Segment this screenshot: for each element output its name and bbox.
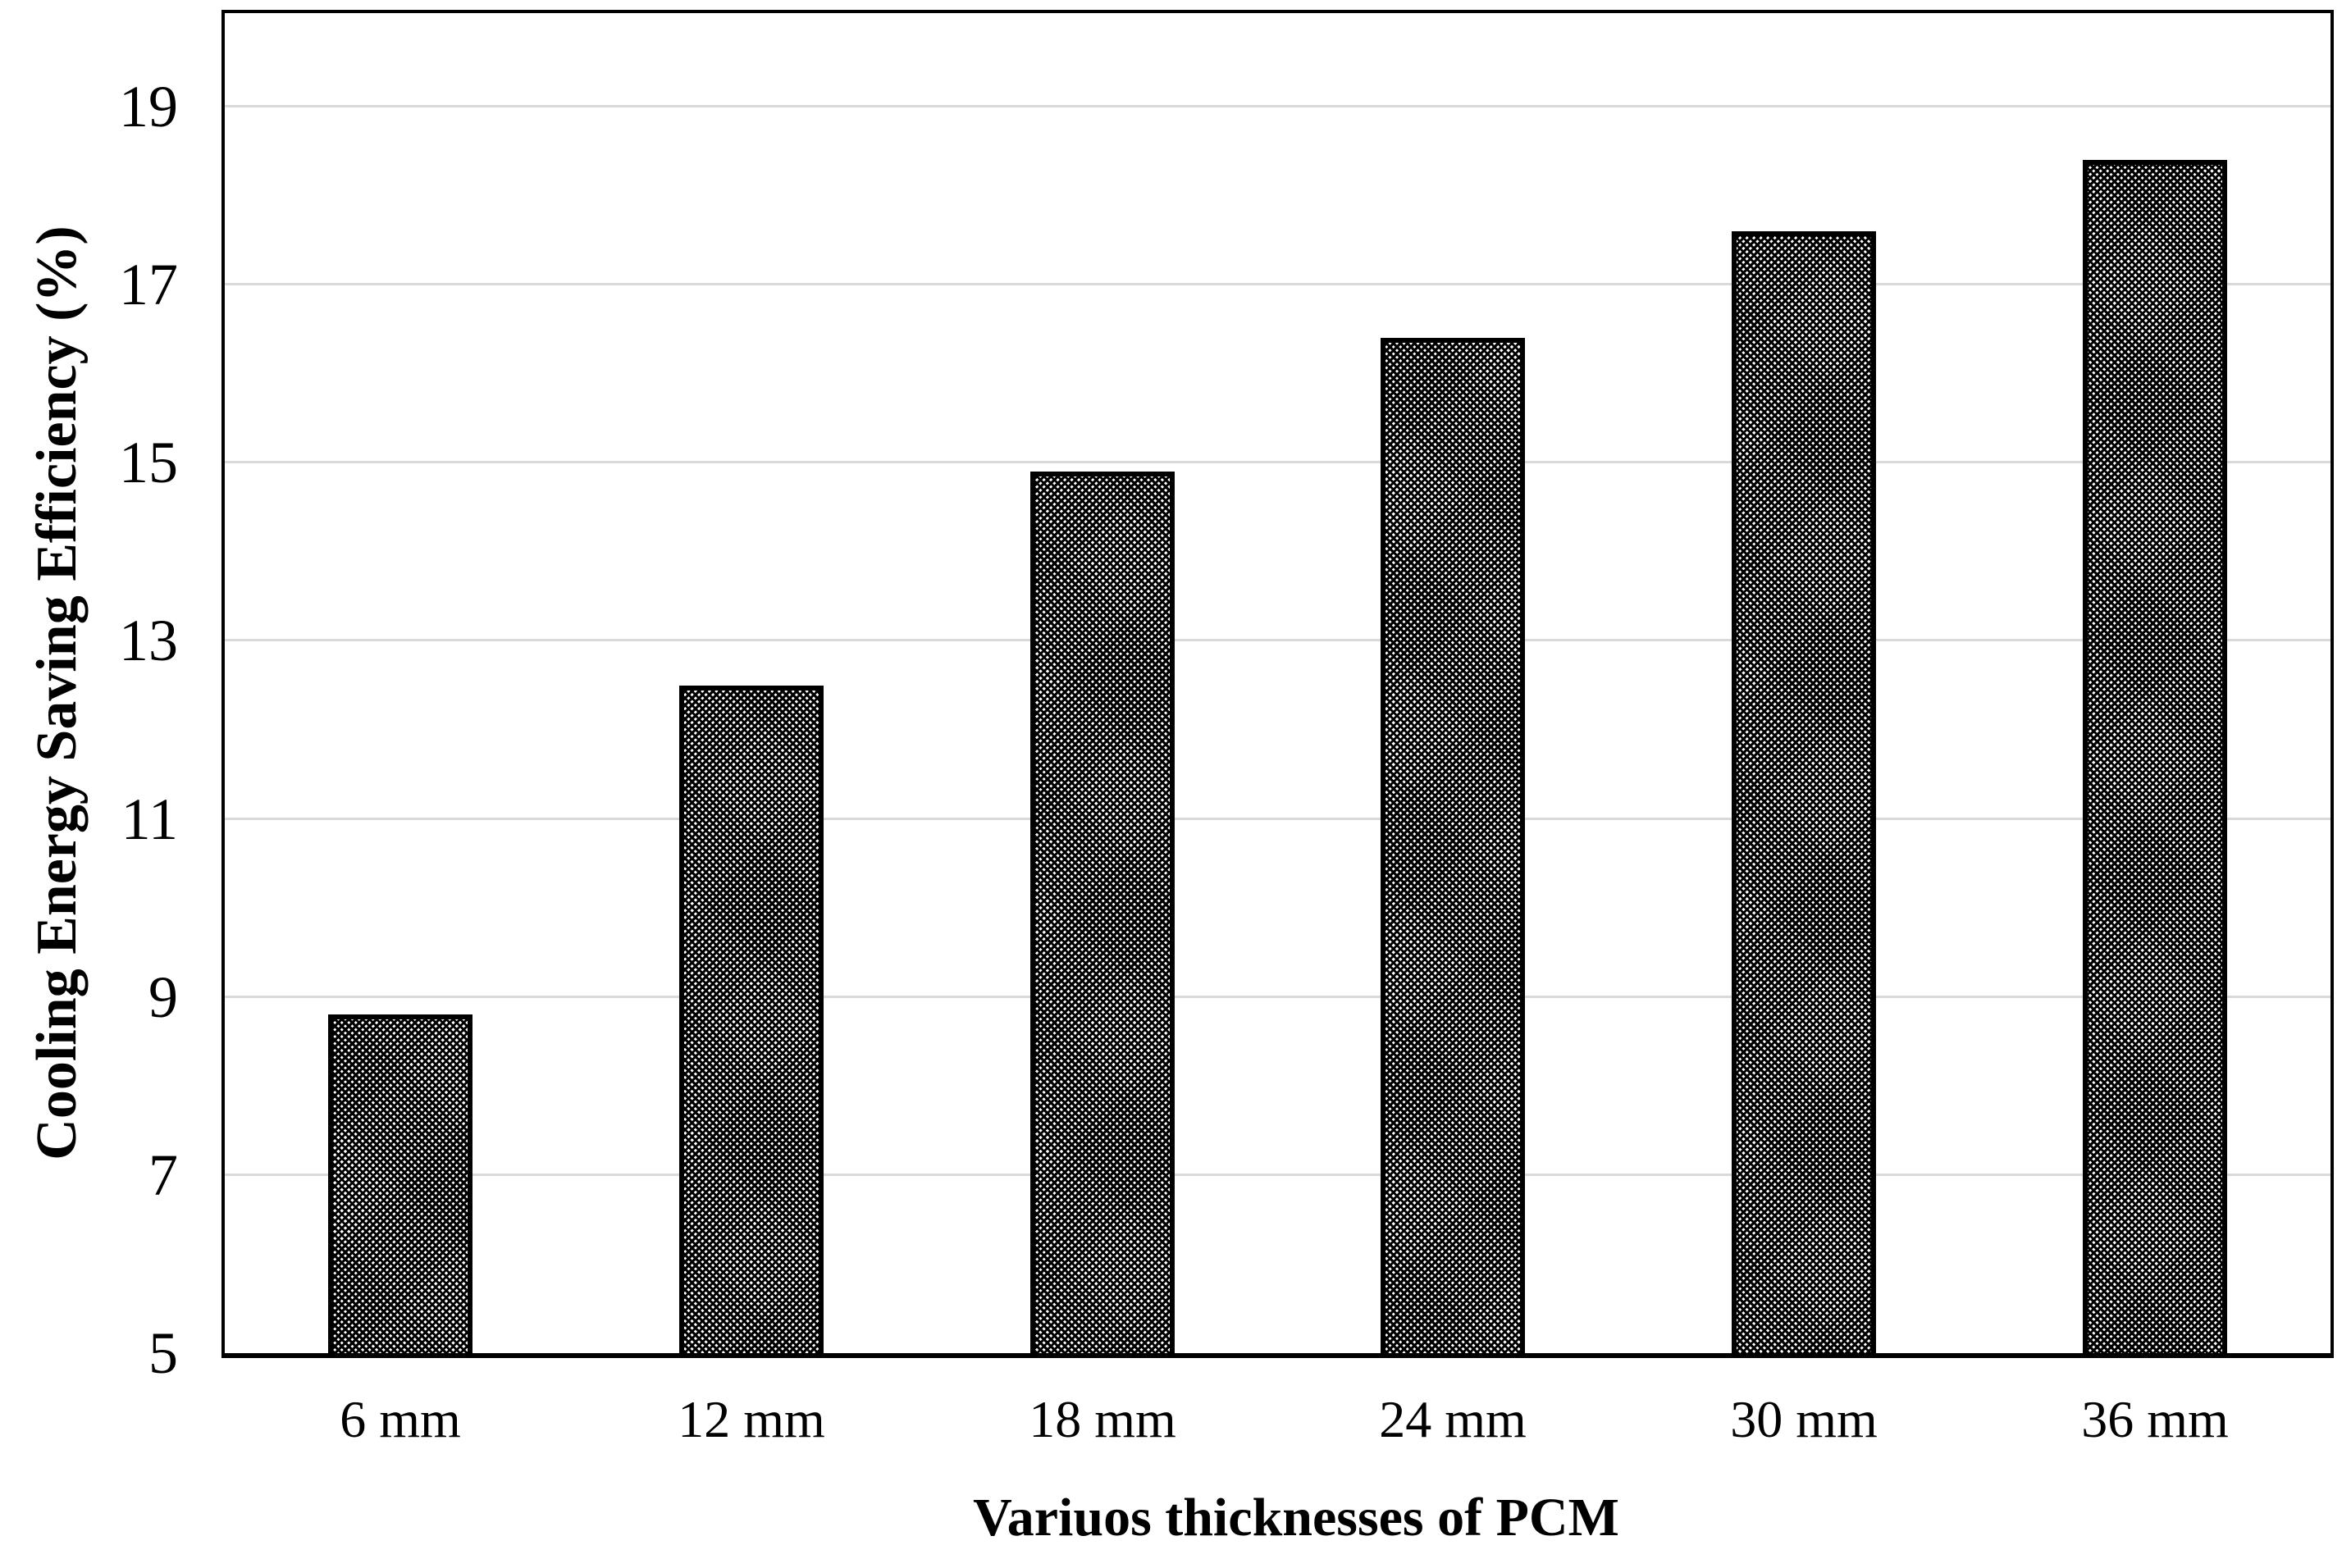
gridline xyxy=(225,1174,2330,1176)
gridline xyxy=(225,461,2330,463)
bar-6-mm xyxy=(328,1014,472,1353)
bar-18-mm xyxy=(1030,472,1175,1353)
x-tick-label: 24 mm xyxy=(1379,1390,1527,1448)
gridline xyxy=(225,996,2330,998)
x-axis-title: Variuos thicknesses of PCM xyxy=(973,1488,1619,1547)
x-tick-label: 18 mm xyxy=(1029,1390,1176,1448)
y-tick-label: 17 xyxy=(119,252,178,317)
y-tick-label: 9 xyxy=(148,964,178,1030)
gridline xyxy=(225,105,2330,107)
gridline xyxy=(225,818,2330,820)
x-tick-label: 36 mm xyxy=(2081,1390,2229,1448)
x-tick-label: 6 mm xyxy=(340,1390,461,1448)
bar-36-mm xyxy=(2083,160,2227,1353)
y-tick-label: 5 xyxy=(148,1320,178,1386)
x-tick-label: 12 mm xyxy=(678,1390,825,1448)
x-tick-label: 30 mm xyxy=(1730,1390,1878,1448)
y-tick-label: 19 xyxy=(119,74,178,139)
bar-30-mm xyxy=(1732,231,1876,1353)
y-tick-label: 15 xyxy=(119,430,178,495)
y-tick-label: 13 xyxy=(119,608,178,673)
y-tick-label: 7 xyxy=(148,1142,178,1208)
gridline xyxy=(225,283,2330,285)
plot-area xyxy=(221,10,2334,1358)
bar-24-mm xyxy=(1381,338,1525,1353)
y-tick-label: 11 xyxy=(121,786,178,852)
gridline xyxy=(225,639,2330,641)
bar-12-mm xyxy=(679,686,824,1353)
